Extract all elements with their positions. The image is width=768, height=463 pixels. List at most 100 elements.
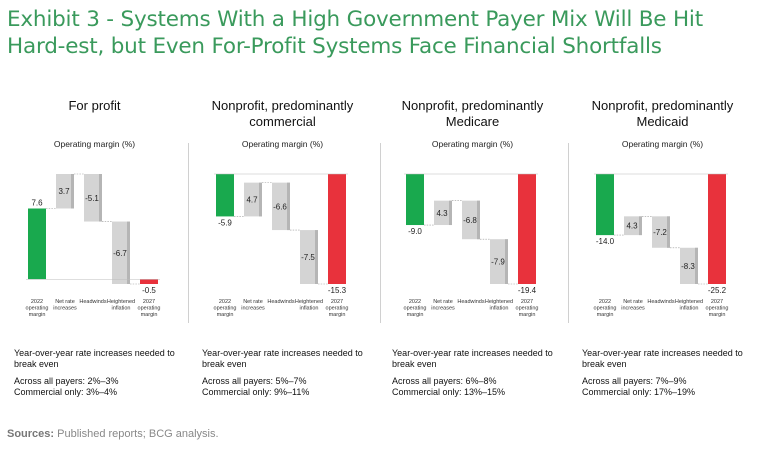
waterfall-bar xyxy=(28,208,46,280)
category-label: Headwinds xyxy=(647,299,674,305)
break-even-heading: Year-over-year rate increases needed to … xyxy=(582,348,743,369)
data-label: 3.7 xyxy=(58,187,70,196)
waterfall-bar xyxy=(328,174,346,284)
waterfall-bar xyxy=(624,216,642,236)
data-label: -5.9 xyxy=(218,218,232,227)
category-label: 2022 xyxy=(219,299,231,305)
category-label: Net rate xyxy=(433,299,453,305)
all-payers-range: Across all payers: 5%–7% xyxy=(202,376,307,386)
waterfall-bar xyxy=(244,182,262,217)
panel-title: Nonprofit, predominantly Medicaid xyxy=(591,98,734,129)
waterfall-bar xyxy=(680,247,698,284)
panel-nonprofit-medicare: Nonprofit, predominantly Medicare Operat… xyxy=(380,90,565,400)
category-label: 2022 xyxy=(599,299,611,305)
commercial-range: Commercial only: 9%–11% xyxy=(202,387,310,397)
waterfall-bar xyxy=(652,216,670,248)
sources-label: Sources: xyxy=(7,428,55,440)
data-label: -6.8 xyxy=(463,216,477,225)
data-label: -5.1 xyxy=(85,194,99,203)
data-label: -8.3 xyxy=(681,262,695,271)
panel-nonprofit-commercial: Nonprofit, predominantly commercial Oper… xyxy=(190,90,375,400)
category-label: margin xyxy=(597,312,614,318)
waterfall-bar xyxy=(112,221,130,284)
bar-edge-shade xyxy=(505,239,508,284)
panel-for-profit: For profit Operating margin (%) 7.6 2022 o… xyxy=(2,90,187,400)
bar-edge-shade xyxy=(287,182,290,231)
bar-edge-shade xyxy=(127,221,130,284)
break-even-notes: Year-over-year rate increases needed to … xyxy=(582,348,752,398)
y-axis-label: Operating margin (%) xyxy=(621,139,704,149)
category-label: 2027 xyxy=(143,299,155,305)
data-label: 7.6 xyxy=(31,198,43,207)
bar-edge-shade xyxy=(315,230,318,284)
bar-edge-shade xyxy=(71,174,74,209)
exhibit-title: Exhibit 3 - Systems With a High Governme… xyxy=(7,7,703,59)
category-label: operating xyxy=(404,306,427,312)
waterfall-bar xyxy=(708,174,726,284)
break-even-notes: Year-over-year rate increases needed to … xyxy=(392,348,562,398)
category-label: Headwinds xyxy=(79,299,106,305)
panel-divider xyxy=(380,143,381,323)
waterfall-bar xyxy=(462,200,480,240)
bar-edge-shade xyxy=(695,247,698,284)
category-label: inflation xyxy=(490,306,509,312)
category-label: margin xyxy=(141,312,158,318)
category-label: Heightened xyxy=(295,299,323,305)
category-label: operating xyxy=(326,306,349,312)
break-even-notes: Year-over-year rate increases needed to … xyxy=(202,348,372,398)
category-label: 2022 xyxy=(31,299,43,305)
waterfall-bar xyxy=(84,174,102,222)
break-even-heading: Year-over-year rate increases needed to … xyxy=(202,348,363,369)
panel-title: Nonprofit, predominantly Medicare xyxy=(401,98,544,129)
bar-edge-shade xyxy=(477,200,480,240)
category-label: operating xyxy=(594,306,617,312)
data-label: -19.4 xyxy=(518,286,537,295)
waterfall-bar xyxy=(434,200,452,226)
category-label: Net rate xyxy=(623,299,643,305)
category-label: Headwinds xyxy=(457,299,484,305)
data-label: 4.7 xyxy=(246,196,258,205)
panel-divider xyxy=(188,143,189,323)
waterfall-bar xyxy=(518,174,536,284)
category-label: operating xyxy=(26,306,49,312)
bar-edge-shade xyxy=(99,174,102,222)
data-label: -0.5 xyxy=(142,286,156,295)
category-label: increases xyxy=(241,306,265,312)
bar-edge-shade xyxy=(449,200,452,226)
data-label: 4.3 xyxy=(626,222,638,231)
all-payers-range: Across all payers: 2%–3% xyxy=(14,376,119,386)
data-label: 4.3 xyxy=(436,209,448,218)
category-label: increases xyxy=(431,306,455,312)
waterfall-bar xyxy=(56,174,74,209)
category-label: Heightened xyxy=(107,299,135,305)
y-axis-label: Operating margin (%) xyxy=(241,139,324,149)
category-label: operating xyxy=(138,306,161,312)
waterfall-bar xyxy=(216,174,234,217)
category-label: operating xyxy=(214,306,237,312)
panel-divider xyxy=(568,143,569,323)
break-even-heading: Year-over-year rate increases needed to … xyxy=(14,348,175,369)
data-label: -7.5 xyxy=(301,253,315,262)
category-label: margin xyxy=(217,312,234,318)
category-label: inflation xyxy=(680,306,699,312)
break-even-heading: Year-over-year rate increases needed to … xyxy=(392,348,553,369)
category-label: 2022 xyxy=(409,299,421,305)
category-label: Net rate xyxy=(55,299,75,305)
category-label: Heightened xyxy=(485,299,513,305)
waterfall-bar xyxy=(596,174,614,236)
category-label: 2027 xyxy=(331,299,343,305)
category-label: margin xyxy=(709,312,726,318)
category-label: inflation xyxy=(300,306,319,312)
data-label: -7.2 xyxy=(653,228,667,237)
data-label: -6.7 xyxy=(113,249,127,258)
bar-edge-shade xyxy=(259,182,262,217)
commercial-range: Commercial only: 13%–15% xyxy=(392,387,506,397)
waterfall-bar xyxy=(490,239,508,284)
category-label: operating xyxy=(516,306,539,312)
category-label: Net rate xyxy=(243,299,263,305)
sources-note: Sources: Published reports; BCG analysis… xyxy=(7,428,219,440)
